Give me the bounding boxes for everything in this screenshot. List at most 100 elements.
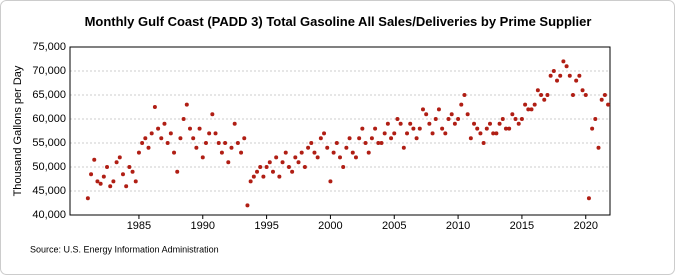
point [146, 145, 151, 150]
y-tick-label: 40,000 [32, 209, 66, 221]
point [392, 131, 397, 136]
point [181, 117, 186, 121]
point [197, 126, 202, 131]
point [481, 141, 486, 145]
point [574, 78, 579, 83]
point [334, 141, 339, 145]
point [472, 121, 477, 126]
point [545, 93, 550, 97]
point [130, 169, 135, 174]
point [491, 131, 496, 136]
point [120, 172, 125, 177]
point [411, 126, 416, 131]
point [503, 126, 508, 131]
point [373, 126, 378, 131]
point [542, 97, 547, 102]
point [497, 121, 502, 126]
x-tick-label: 2005 [382, 220, 406, 232]
point [535, 88, 540, 93]
point [398, 121, 403, 126]
x-tick-label: 2020 [574, 220, 598, 232]
point [216, 141, 221, 145]
point [306, 145, 311, 150]
point [85, 196, 90, 201]
x-tick-label: 1995 [254, 220, 278, 232]
point [156, 126, 161, 131]
point [283, 150, 288, 155]
point [468, 136, 473, 141]
point [369, 136, 374, 141]
point [385, 121, 390, 126]
point [98, 181, 103, 186]
point [277, 174, 282, 179]
point [242, 136, 247, 141]
plot-border [69, 46, 611, 216]
point [331, 150, 336, 155]
point [389, 136, 394, 141]
point [191, 136, 196, 141]
point [529, 107, 534, 112]
point [149, 131, 154, 136]
point [465, 112, 470, 117]
point [274, 155, 279, 160]
point [210, 112, 215, 117]
point [363, 141, 368, 145]
point [452, 121, 457, 126]
point [267, 160, 272, 165]
point [92, 157, 97, 162]
point [593, 117, 598, 121]
point [89, 172, 94, 177]
point [178, 136, 183, 141]
point [239, 150, 244, 155]
point [602, 93, 607, 97]
point [108, 184, 113, 189]
x-tick-label: 1990 [191, 220, 215, 232]
point [462, 93, 467, 97]
point [258, 165, 263, 169]
point [548, 73, 553, 78]
point [590, 126, 595, 131]
point [341, 165, 346, 169]
point [357, 136, 362, 141]
point [105, 165, 110, 169]
point [606, 102, 611, 107]
point [315, 155, 320, 160]
point [136, 150, 141, 155]
point [124, 184, 129, 189]
y-tick-label: 60,000 [32, 113, 66, 125]
point [449, 112, 454, 117]
point [302, 165, 307, 169]
point [519, 117, 524, 121]
point [596, 145, 601, 150]
point [577, 73, 582, 78]
point [347, 136, 352, 141]
source: Source: U.S. Energy Information Administ… [30, 244, 219, 254]
x-tick-label: 2010 [446, 220, 470, 232]
point [484, 126, 489, 131]
point [114, 160, 119, 165]
x-tick-label: 2000 [318, 220, 342, 232]
point [235, 141, 240, 145]
point [226, 160, 231, 165]
point [446, 117, 451, 121]
point [570, 93, 575, 97]
point [516, 121, 521, 126]
point [200, 155, 205, 160]
point [494, 131, 499, 136]
point [567, 73, 572, 78]
point [539, 93, 544, 97]
point [366, 150, 371, 155]
y-axis-label: Thousand Gallons per Day [12, 65, 24, 196]
point [433, 117, 438, 121]
point [526, 107, 531, 112]
point [353, 155, 358, 160]
point [532, 102, 537, 107]
point [165, 141, 170, 145]
point [459, 102, 464, 107]
point [261, 174, 266, 179]
y-tick-label: 55,000 [32, 137, 66, 149]
point [401, 145, 406, 150]
point [427, 121, 432, 126]
point [293, 155, 298, 160]
point [510, 112, 515, 117]
